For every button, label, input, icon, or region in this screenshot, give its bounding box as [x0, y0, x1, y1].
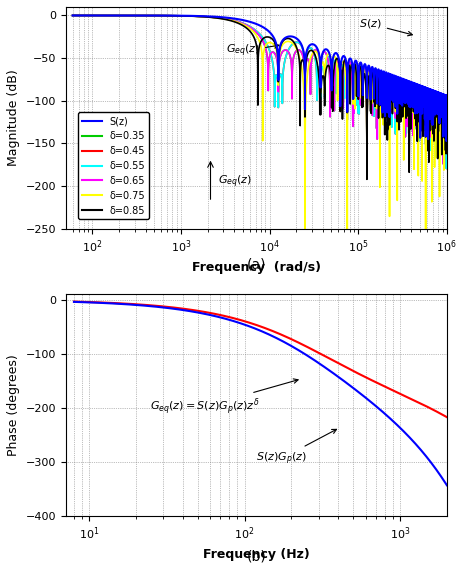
Y-axis label: Phase (degrees): Phase (degrees)	[7, 354, 20, 456]
Legend: S(z), δ=0.35, δ=0.45, δ=0.55, δ=0.65, δ=0.75, δ=0.85: S(z), δ=0.35, δ=0.45, δ=0.55, δ=0.65, δ=…	[78, 112, 149, 219]
Y-axis label: Magnitude (dB): Magnitude (dB)	[7, 69, 20, 166]
X-axis label: Frequency (Hz): Frequency (Hz)	[202, 548, 309, 561]
Text: (b): (b)	[246, 549, 266, 563]
Text: (a): (a)	[246, 258, 265, 272]
$G_{eq}(z)=S(z)G_p(z)z^\delta$	[443, 414, 449, 420]
$G_{eq}(z)=S(z)G_p(z)z^\delta$	[436, 410, 441, 416]
Text: $G_{eq}(z)=S(z)G_p(z)z^\delta$: $G_{eq}(z)=S(z)G_p(z)z^\delta$	[149, 379, 297, 417]
$G_{eq}(z)=S(z)G_p(z)z^\delta$	[71, 298, 76, 305]
$G_{eq}(z)=S(z)G_p(z)z^\delta$	[113, 300, 119, 307]
Line: $G_{eq}(z)=S(z)G_p(z)z^\delta$: $G_{eq}(z)=S(z)G_p(z)z^\delta$	[74, 302, 446, 417]
Text: $S(z)$: $S(z)$	[358, 18, 412, 36]
$S(z)G_p(z)$	[113, 300, 119, 307]
$S(z)G_p(z)$	[71, 298, 76, 305]
$S(z)G_p(z)$	[436, 471, 441, 478]
$S(z)G_p(z)$	[230, 318, 235, 324]
$S(z)G_p(z)$	[443, 482, 449, 488]
X-axis label: Frequency  (rad/s): Frequency (rad/s)	[191, 261, 320, 274]
Text: $S(z)G_p(z)$: $S(z)G_p(z)$	[256, 429, 336, 466]
Text: $G_{eq}(z)$: $G_{eq}(z)$	[225, 43, 278, 59]
$S(z)G_p(z)$	[396, 424, 401, 431]
Text: $G_{eq}(z)$: $G_{eq}(z)$	[218, 174, 252, 190]
$S(z)G_p(z)$	[136, 302, 141, 308]
Line: $S(z)G_p(z)$: $S(z)G_p(z)$	[74, 302, 446, 485]
$G_{eq}(z)=S(z)G_p(z)z^\delta$	[214, 311, 219, 318]
$G_{eq}(z)=S(z)G_p(z)z^\delta$	[230, 315, 235, 321]
$S(z)G_p(z)$	[214, 313, 219, 320]
$G_{eq}(z)=S(z)G_p(z)z^\delta$	[396, 390, 401, 397]
$G_{eq}(z)=S(z)G_p(z)z^\delta$	[136, 301, 141, 308]
